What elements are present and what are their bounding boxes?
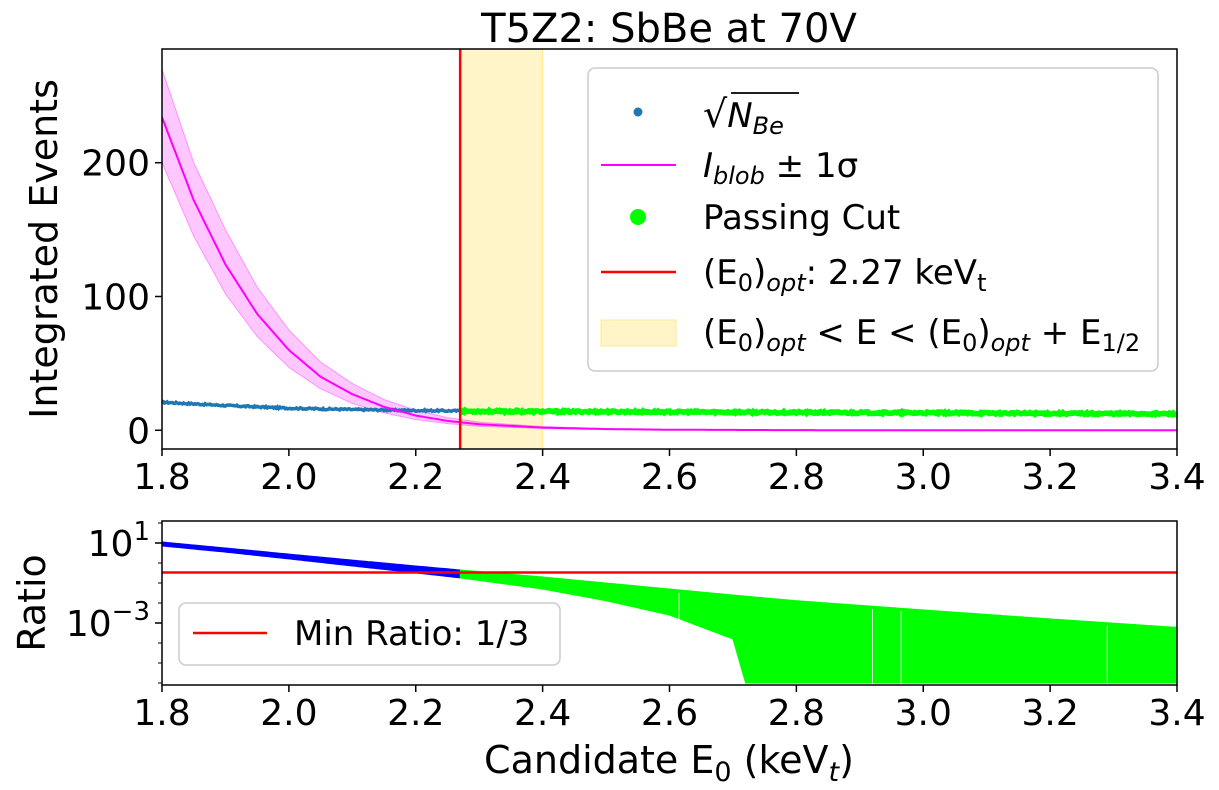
plot-area-bottom [162,541,1177,685]
legend-top: √NBe Iblob ± 1σ Passing Cut (E0)opt: 2.2… [587,67,1159,372]
x-tick-label-bottom: 1.8 [133,693,190,734]
y-axis-title-top: Integrated Events [22,79,66,419]
series-sqrt-nbe [162,399,461,414]
x-tick-label-bottom: 2.4 [514,693,571,734]
y-tick-label-bottom: 101 [88,517,150,565]
legend-label-sqrt-n: √NBe [703,92,784,140]
x-tick-label-top: 2.8 [768,457,825,498]
x-tick-label-bottom: 3.2 [1021,693,1078,734]
legend-frame [587,67,1159,372]
legend-label-e0opt: (E0)opt: 2.27 keVt [703,253,986,297]
x-tick-label-bottom: 2.0 [260,693,317,734]
y-tick-label-top: 200 [81,144,150,185]
x-tick-label-top: 2.2 [387,457,444,498]
legend-label-min-ratio: Min Ratio: 1/3 [294,614,529,654]
series-passing-cut [458,406,1177,419]
chart-title: T5Z2: SbBe at 70V [480,6,857,52]
legend-label-band: (E0)opt < E < (E0)opt + E1/2 [703,313,1140,357]
x-tick-label-top: 3.0 [895,457,952,498]
legend-marker-passing [630,209,646,225]
x-tick-label-bottom: 3.0 [895,693,952,734]
x-tick-label-top: 2.4 [514,457,571,498]
plot-area-top [162,49,1177,449]
y-tick-label-bottom: 10−3 [66,597,150,645]
x-tick-label-top: 2.6 [641,457,698,498]
legend-label-passing: Passing Cut [703,198,900,238]
legend-label-iblob: Iblob ± 1σ [703,146,858,190]
x-tick-label-bottom: 2.8 [768,693,825,734]
legend-bottom: Min Ratio: 1/3 [178,602,561,666]
x-tick-label-top: 2.0 [260,457,317,498]
ratio-band-passing [459,569,1177,684]
x-tick-label-top: 3.2 [1021,457,1078,498]
x-tick-label-bottom: 2.2 [387,693,444,734]
x-axis-title: Candidate E0 (keVt) [484,738,854,788]
y-tick-label-top: 0 [127,411,150,452]
legend-marker-sqrt-n [633,107,643,117]
legend-swatch-band [600,319,677,347]
optimal-window-band [459,49,544,449]
x-tick-label-bottom: 2.6 [641,693,698,734]
x-tick-label-top: 1.8 [133,457,190,498]
y-axis-title-bottom: Ratio [10,554,54,652]
x-tick-label-top: 3.4 [1148,457,1205,498]
legend-frame-bottom [178,602,561,666]
y-tick-label-top: 100 [81,277,150,318]
x-tick-label-bottom: 3.4 [1148,693,1205,734]
series-iblob [162,116,1177,432]
